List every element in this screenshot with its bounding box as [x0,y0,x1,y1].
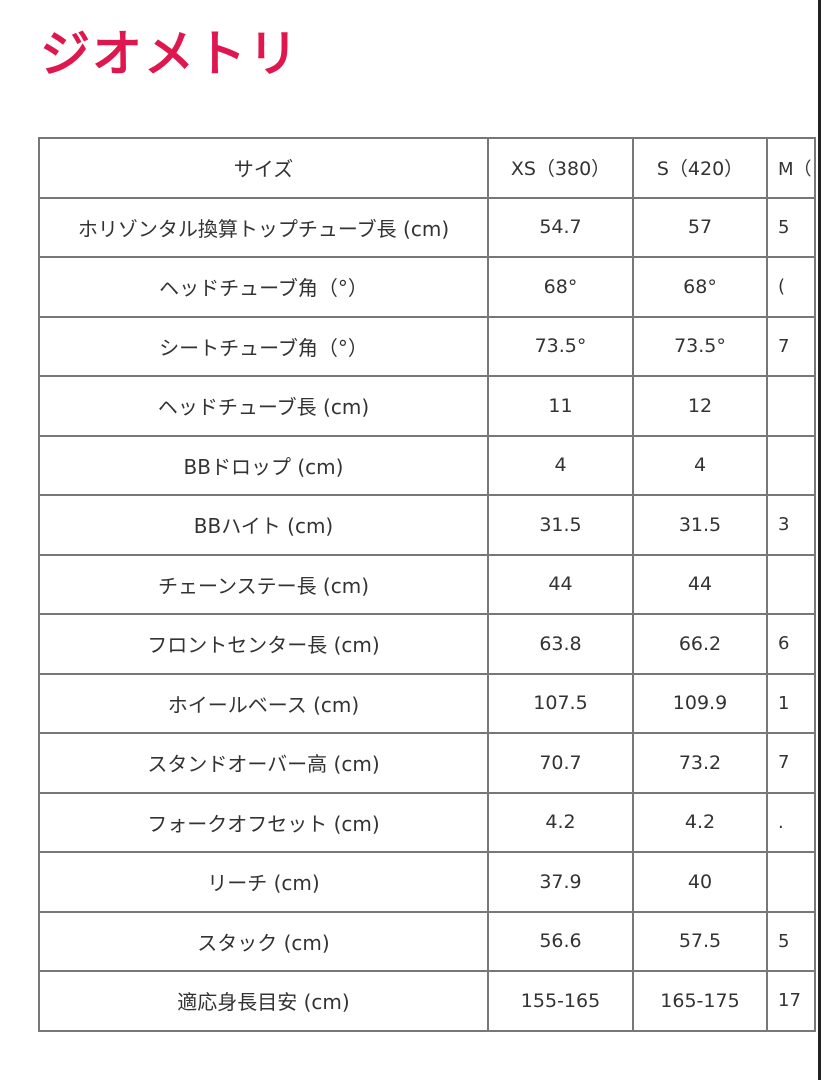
value-cell [766,553,816,615]
table-row: リーチ (cm) 37.9 40 [38,851,816,913]
table-row: スタンドオーバー高 (cm) 70.7 73.2 7 [38,732,816,794]
row-label: フロントセンター長 (cm) [38,613,489,675]
row-label: ホイールベース (cm) [38,672,489,734]
value-cell: 56.6 [487,910,634,972]
value-cell: 68° [487,256,634,318]
value-cell: 12 [632,375,768,437]
value-cell: 4.2 [632,791,768,853]
value-cell: 31.5 [487,494,634,556]
row-label: ホリゾンタル換算トップチューブ長 (cm) [38,196,489,258]
value-cell: 70.7 [487,732,634,794]
value-cell: 3 [766,494,816,556]
value-cell: 44 [487,553,634,615]
value-cell: 17 [766,970,816,1032]
table-row: BBドロップ (cm) 4 4 [38,434,816,496]
value-cell: 11 [487,375,634,437]
value-cell: . [766,791,816,853]
row-label: リーチ (cm) [38,851,489,913]
value-cell: 44 [632,553,768,615]
value-cell: 5 [766,196,816,258]
row-label: フォークオフセット (cm) [38,791,489,853]
scrollbar-edge [818,0,821,1080]
value-cell: 31.5 [632,494,768,556]
value-cell: 63.8 [487,613,634,675]
row-label: BBドロップ (cm) [38,434,489,496]
table-row: ホリゾンタル換算トップチューブ長 (cm) 54.7 57 5 [38,196,816,258]
row-label: スタンドオーバー高 (cm) [38,732,489,794]
value-cell: 73.5° [487,315,634,377]
value-cell: 4 [632,434,768,496]
table-header-row: サイズ XS（380） S（420） M（ [38,137,816,199]
value-cell: 68° [632,256,768,318]
row-label: 適応身長目安 (cm) [38,970,489,1032]
page-title: ジオメトリ [40,25,300,83]
value-cell: 4 [487,434,634,496]
table-row: BBハイト (cm) 31.5 31.5 3 [38,494,816,556]
value-cell: 37.9 [487,851,634,913]
value-cell: 4.2 [487,791,634,853]
table-row: チェーンステー長 (cm) 44 44 [38,553,816,615]
table-row: シートチューブ角（°） 73.5° 73.5° 7 [38,315,816,377]
value-cell [766,375,816,437]
header-cell: XS（380） [487,137,634,199]
value-cell: 40 [632,851,768,913]
table-row: ホイールベース (cm) 107.5 109.9 1 [38,672,816,734]
row-label: ヘッドチューブ角（°） [38,256,489,318]
table-row: 適応身長目安 (cm) 155-165 165-175 17 [38,970,816,1032]
value-cell [766,434,816,496]
table-row: スタック (cm) 56.6 57.5 5 [38,910,816,972]
value-cell: 6 [766,613,816,675]
value-cell: 1 [766,672,816,734]
value-cell: 165-175 [632,970,768,1032]
value-cell: 7 [766,732,816,794]
row-label: ヘッドチューブ長 (cm) [38,375,489,437]
value-cell: 7 [766,315,816,377]
geometry-table: サイズ XS（380） S（420） M（ ホリゾンタル換算トップチューブ長 (cm) 5… [38,137,816,1032]
value-cell: ( [766,256,816,318]
row-label: シートチューブ角（°） [38,315,489,377]
header-cell: S（420） [632,137,768,199]
table-row: ヘッドチューブ長 (cm) 11 12 [38,375,816,437]
value-cell: 54.7 [487,196,634,258]
value-cell: 73.5° [632,315,768,377]
table-row: フロントセンター長 (cm) 63.8 66.2 6 [38,613,816,675]
value-cell [766,851,816,913]
row-label: チェーンステー長 (cm) [38,553,489,615]
value-cell: 109.9 [632,672,768,734]
header-cell: M（ [766,137,816,199]
value-cell: 155-165 [487,970,634,1032]
row-label: BBハイト (cm) [38,494,489,556]
table-row: フォークオフセット (cm) 4.2 4.2. [38,791,816,853]
value-cell: 107.5 [487,672,634,734]
value-cell: 57 [632,196,768,258]
value-cell: 73.2 [632,732,768,794]
table-row: ヘッドチューブ角（°） 68° 68°( [38,256,816,318]
row-label: スタック (cm) [38,910,489,972]
value-cell: 66.2 [632,613,768,675]
value-cell: 57.5 [632,910,768,972]
value-cell: 5 [766,910,816,972]
header-cell: サイズ [38,137,489,199]
